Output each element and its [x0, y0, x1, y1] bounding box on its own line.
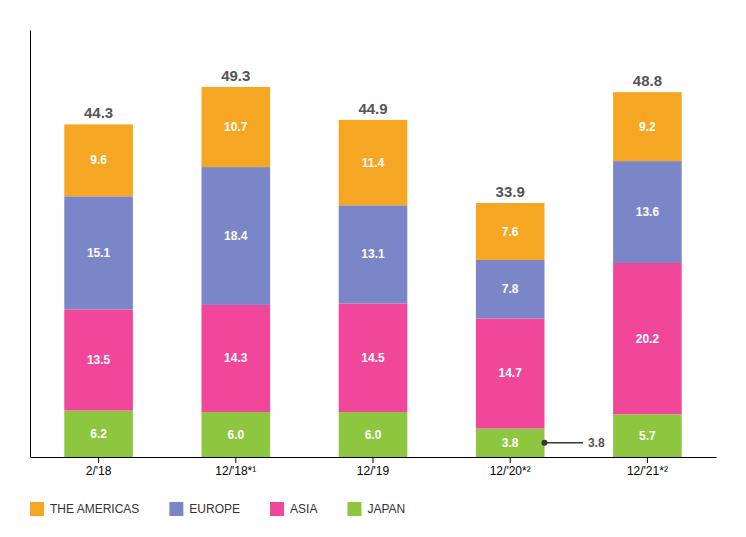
x-axis: 2/'18 12/'18*¹ 12/'19 12/'20*² 12/'21*²: [31, 457, 717, 478]
legend-label: EUROPE: [189, 502, 240, 516]
series-labels: 9.6 10.7 11.4 7.6 9.2: [90, 120, 656, 239]
x-tick: 12/'18*¹: [215, 457, 256, 478]
data-label: 14.5: [361, 351, 385, 365]
series-labels: 6.2 6.0 6.0 3.8 5.7: [90, 427, 656, 450]
data-label: 14.3: [224, 351, 248, 365]
data-label: 9.2: [639, 120, 656, 134]
data-label: 11.4: [362, 156, 385, 170]
x-tick-mark: [373, 457, 374, 463]
legend-item: JAPAN: [347, 502, 405, 516]
legend-swatch: [169, 502, 183, 516]
x-tick-label: 2/'18: [86, 464, 112, 478]
total-label: 48.8: [633, 72, 662, 89]
annotation-line: [545, 442, 583, 444]
data-label: 7.6: [502, 225, 519, 239]
data-label: 6.0: [365, 428, 382, 442]
legend-label: JAPAN: [367, 502, 405, 516]
bars: [64, 87, 681, 457]
data-label: 5.7: [639, 429, 656, 443]
x-tick: 12/'21*²: [627, 457, 668, 478]
bar-segment: [476, 429, 545, 457]
x-tick-mark: [510, 457, 511, 463]
x-tick: 12/'19: [357, 457, 390, 478]
y-axis: [30, 31, 31, 458]
series-bars: [64, 411, 681, 457]
plot: 6.26.06.03.85.713.514.314.514.720.215.11…: [31, 31, 717, 478]
data-label: 13.5: [87, 353, 111, 367]
bar-segment: [613, 92, 682, 161]
x-tick-mark: [235, 457, 236, 463]
data-label: 20.2: [636, 332, 660, 346]
data-label: 3.8: [502, 436, 519, 450]
x-tick-label: 12/'18*¹: [215, 464, 256, 478]
total-label: 33.9: [496, 183, 525, 200]
bar-segment: [64, 411, 133, 457]
x-tick-label: 12/'20*²: [490, 464, 531, 478]
annotation-dot: [542, 440, 548, 446]
bar-segment: [476, 203, 545, 260]
legend-item: ASIA: [270, 502, 317, 516]
bar-segment: [476, 260, 545, 318]
total-label: 44.9: [358, 100, 387, 117]
legend: THE AMERICAS EUROPE ASIA JAPAN: [30, 502, 405, 516]
bar-segment: [202, 167, 271, 305]
x-tick-label: 12/'19: [357, 464, 390, 478]
data-label: 15.1: [87, 246, 111, 260]
data-label: 6.0: [227, 428, 244, 442]
bar-segment: [202, 305, 271, 412]
annotation: 3.8: [542, 436, 605, 450]
bar-segment: [64, 196, 133, 309]
x-tick: 2/'18: [86, 457, 112, 478]
data-label: 18.4: [224, 229, 248, 243]
labels: 6.26.06.03.85.713.514.314.514.720.215.11…: [84, 67, 662, 450]
bar-segment: [339, 120, 408, 205]
legend-label: THE AMERICAS: [50, 502, 139, 516]
legend-swatch: [270, 502, 284, 516]
data-label: 14.7: [499, 366, 523, 380]
bar-segment: [613, 263, 682, 414]
data-label: 9.6: [90, 153, 107, 167]
y-axis-line: [30, 31, 31, 458]
annotation-text: 3.8: [588, 436, 605, 450]
bar-segment: [202, 412, 271, 457]
totals: 44.3 49.3 44.9 33.9 48.8: [84, 67, 662, 200]
series-labels: 15.1 18.4 13.1 7.8 13.6: [87, 205, 659, 296]
x-tick-mark: [647, 457, 648, 463]
x-tick-mark: [98, 457, 99, 463]
total-label: 44.3: [84, 104, 113, 121]
data-label: 7.8: [502, 282, 519, 296]
legend-label: ASIA: [290, 502, 317, 516]
bar-segment: [613, 161, 682, 263]
total-label: 49.3: [221, 67, 250, 84]
data-label: 10.7: [224, 120, 248, 134]
data-label: 6.2: [90, 427, 107, 441]
x-tick: 12/'20*²: [490, 457, 531, 478]
bar-segment: [339, 205, 408, 303]
bar-segment: [202, 87, 271, 167]
bar-segment: [339, 303, 408, 412]
bar-segment: [613, 414, 682, 457]
legend-swatch: [30, 502, 44, 516]
legend-swatch: [347, 502, 361, 516]
x-tick-label: 12/'21*²: [627, 464, 668, 478]
bar-segment: [64, 124, 133, 196]
data-label: 13.1: [361, 247, 385, 261]
legend-item: EUROPE: [169, 502, 240, 516]
bar-segment: [339, 412, 408, 457]
bar-segment: [64, 309, 133, 410]
data-label: 13.6: [636, 205, 660, 219]
series-bars: [64, 87, 681, 260]
legend-item: THE AMERICAS: [30, 502, 139, 516]
chart: 6.26.06.03.85.713.514.314.514.720.215.11…: [0, 0, 746, 537]
series-labels: 13.5 14.3 14.5 14.7 20.2: [87, 332, 659, 381]
bar-segment: [476, 318, 545, 428]
